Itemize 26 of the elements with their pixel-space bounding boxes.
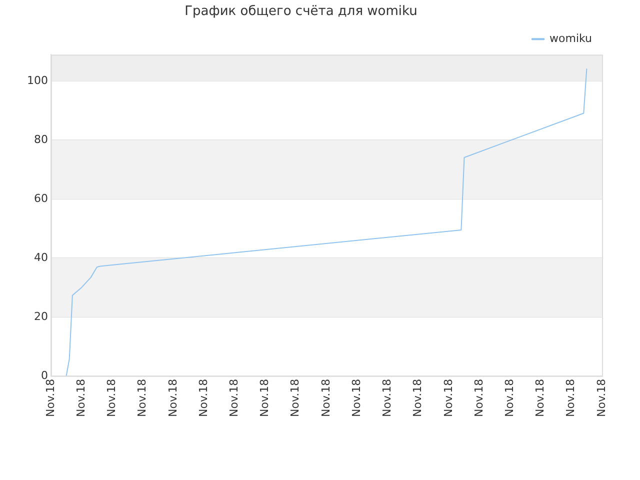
x-tick-label: Nov.18 [350, 378, 363, 417]
x-tick-label: Nov.18 [166, 378, 180, 417]
x-tick-label: Nov.18 [74, 378, 88, 417]
x-tick-label: Nov.18 [136, 378, 149, 417]
x-tick-label: Nov.18 [594, 378, 608, 417]
x-tick-label: Nov.18 [44, 378, 57, 417]
y-tick-label: 60 [34, 192, 48, 205]
legend-label: womiku [550, 32, 592, 45]
x-tick-label: Nov.18 [472, 378, 486, 417]
x-tick-label: Nov.18 [564, 378, 578, 417]
x-tick-label: Nov.18 [258, 378, 272, 417]
x-tick-label: Nov.18 [288, 378, 302, 417]
x-tick-label: Nov.18 [411, 378, 424, 417]
y-tick-label: 40 [34, 250, 48, 264]
x-tick-label: Nov.18 [196, 378, 210, 417]
x-tick-label: Nov.18 [105, 378, 118, 417]
x-tick-label: Nov.18 [442, 378, 455, 417]
x-tick-label: Nov.18 [380, 378, 394, 417]
x-tick-label: Nov.18 [319, 378, 332, 417]
y-tick-label: 20 [34, 310, 48, 323]
x-tick-label: Nov.18 [228, 378, 241, 417]
x-tick-label: Nov.18 [503, 378, 516, 417]
y-tick-label: 100 [27, 74, 48, 87]
chart-title: График общего счёта для womiku [184, 4, 418, 20]
x-tick-label: Nov.18 [534, 378, 547, 417]
y-tick-label: 80 [34, 132, 48, 146]
